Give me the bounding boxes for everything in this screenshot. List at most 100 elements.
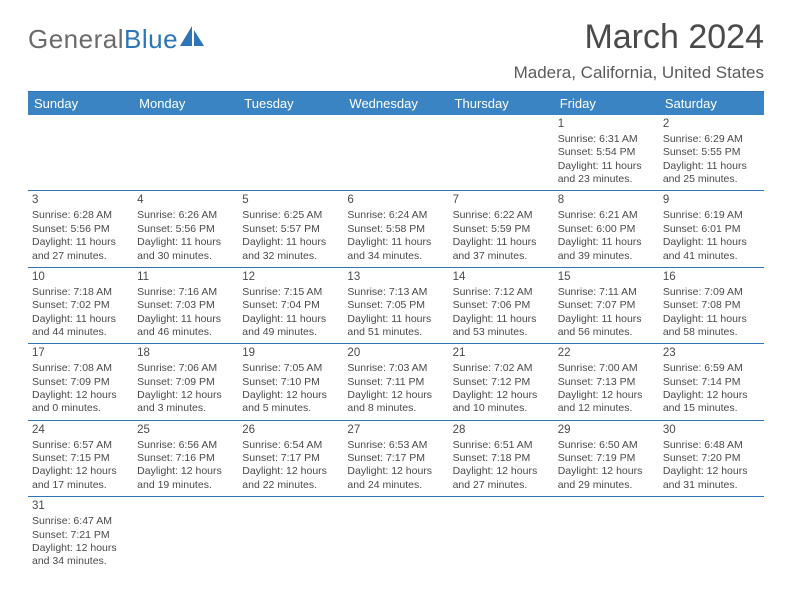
daylight-text: Daylight: 11 hours and 53 minutes. [453, 313, 550, 340]
sunset-text: Sunset: 5:56 PM [32, 223, 129, 236]
weekday-header: Friday [554, 92, 659, 115]
day-number: 16 [663, 270, 760, 285]
daylight-text: Daylight: 12 hours and 29 minutes. [558, 465, 655, 492]
day-number: 19 [242, 346, 339, 361]
daylight-text: Daylight: 11 hours and 49 minutes. [242, 313, 339, 340]
calendar-cell: 24Sunrise: 6:57 AMSunset: 7:15 PMDayligh… [28, 420, 133, 496]
sunset-text: Sunset: 5:57 PM [242, 223, 339, 236]
daylight-text: Daylight: 12 hours and 10 minutes. [453, 389, 550, 416]
daylight-text: Daylight: 11 hours and 58 minutes. [663, 313, 760, 340]
daylight-text: Daylight: 11 hours and 23 minutes. [558, 160, 655, 187]
sunset-text: Sunset: 7:10 PM [242, 376, 339, 389]
sunrise-text: Sunrise: 6:47 AM [32, 515, 129, 528]
calendar-cell: 21Sunrise: 7:02 AMSunset: 7:12 PMDayligh… [449, 344, 554, 420]
sunrise-text: Sunrise: 6:50 AM [558, 439, 655, 452]
daylight-text: Daylight: 12 hours and 5 minutes. [242, 389, 339, 416]
sunset-text: Sunset: 5:55 PM [663, 146, 760, 159]
calendar-cell [238, 115, 343, 191]
calendar-cell: 3Sunrise: 6:28 AMSunset: 5:56 PMDaylight… [28, 191, 133, 267]
calendar-cell: 26Sunrise: 6:54 AMSunset: 7:17 PMDayligh… [238, 420, 343, 496]
day-number: 23 [663, 346, 760, 361]
day-number: 22 [558, 346, 655, 361]
day-number: 25 [137, 423, 234, 438]
daylight-text: Daylight: 11 hours and 27 minutes. [32, 236, 129, 263]
calendar-cell: 6Sunrise: 6:24 AMSunset: 5:58 PMDaylight… [343, 191, 448, 267]
calendar-cell: 2Sunrise: 6:29 AMSunset: 5:55 PMDaylight… [659, 115, 764, 191]
day-number: 7 [453, 193, 550, 208]
calendar-cell: 11Sunrise: 7:16 AMSunset: 7:03 PMDayligh… [133, 267, 238, 343]
sunrise-text: Sunrise: 7:12 AM [453, 286, 550, 299]
calendar-cell: 30Sunrise: 6:48 AMSunset: 7:20 PMDayligh… [659, 420, 764, 496]
calendar-cell: 1Sunrise: 6:31 AMSunset: 5:54 PMDaylight… [554, 115, 659, 191]
day-number: 30 [663, 423, 760, 438]
day-number: 31 [32, 499, 129, 514]
weekday-header: Saturday [659, 92, 764, 115]
calendar-cell [28, 115, 133, 191]
daylight-text: Daylight: 12 hours and 12 minutes. [558, 389, 655, 416]
sunset-text: Sunset: 7:11 PM [347, 376, 444, 389]
daylight-text: Daylight: 12 hours and 22 minutes. [242, 465, 339, 492]
sunset-text: Sunset: 7:18 PM [453, 452, 550, 465]
sunset-text: Sunset: 7:15 PM [32, 452, 129, 465]
sunrise-text: Sunrise: 6:28 AM [32, 209, 129, 222]
sunset-text: Sunset: 7:13 PM [558, 376, 655, 389]
sunrise-text: Sunrise: 6:59 AM [663, 362, 760, 375]
weekday-header: Monday [133, 92, 238, 115]
sunset-text: Sunset: 7:09 PM [32, 376, 129, 389]
daylight-text: Daylight: 11 hours and 25 minutes. [663, 160, 760, 187]
daylight-text: Daylight: 11 hours and 46 minutes. [137, 313, 234, 340]
sunrise-text: Sunrise: 6:51 AM [453, 439, 550, 452]
calendar-cell [659, 497, 764, 573]
sunrise-text: Sunrise: 7:13 AM [347, 286, 444, 299]
sunset-text: Sunset: 7:12 PM [453, 376, 550, 389]
sunrise-text: Sunrise: 7:15 AM [242, 286, 339, 299]
sunrise-text: Sunrise: 6:25 AM [242, 209, 339, 222]
brand-blue: Blue [124, 24, 178, 54]
day-number: 20 [347, 346, 444, 361]
sail-icon [180, 26, 206, 53]
calendar-cell: 13Sunrise: 7:13 AMSunset: 7:05 PMDayligh… [343, 267, 448, 343]
daylight-text: Daylight: 11 hours and 37 minutes. [453, 236, 550, 263]
sunrise-text: Sunrise: 7:11 AM [558, 286, 655, 299]
daylight-text: Daylight: 12 hours and 27 minutes. [453, 465, 550, 492]
sunrise-text: Sunrise: 7:02 AM [453, 362, 550, 375]
sunset-text: Sunset: 7:02 PM [32, 299, 129, 312]
daylight-text: Daylight: 12 hours and 19 minutes. [137, 465, 234, 492]
day-number: 26 [242, 423, 339, 438]
calendar-cell: 10Sunrise: 7:18 AMSunset: 7:02 PMDayligh… [28, 267, 133, 343]
calendar-cell: 15Sunrise: 7:11 AMSunset: 7:07 PMDayligh… [554, 267, 659, 343]
sunrise-text: Sunrise: 6:19 AM [663, 209, 760, 222]
sunset-text: Sunset: 5:58 PM [347, 223, 444, 236]
sunrise-text: Sunrise: 7:06 AM [137, 362, 234, 375]
day-number: 10 [32, 270, 129, 285]
calendar-cell [449, 497, 554, 573]
daylight-text: Daylight: 11 hours and 34 minutes. [347, 236, 444, 263]
sunrise-text: Sunrise: 6:48 AM [663, 439, 760, 452]
sunset-text: Sunset: 7:05 PM [347, 299, 444, 312]
sunrise-text: Sunrise: 7:03 AM [347, 362, 444, 375]
calendar-week: 3Sunrise: 6:28 AMSunset: 5:56 PMDaylight… [28, 191, 764, 267]
header: GeneralBlue March 2024 Madera, Californi… [28, 18, 764, 83]
sunset-text: Sunset: 7:17 PM [242, 452, 339, 465]
sunrise-text: Sunrise: 6:21 AM [558, 209, 655, 222]
weekday-header: Thursday [449, 92, 554, 115]
calendar-header: SundayMondayTuesdayWednesdayThursdayFrid… [28, 92, 764, 115]
day-number: 21 [453, 346, 550, 361]
daylight-text: Daylight: 12 hours and 3 minutes. [137, 389, 234, 416]
day-number: 4 [137, 193, 234, 208]
calendar-cell [554, 497, 659, 573]
weekday-header: Tuesday [238, 92, 343, 115]
day-number: 9 [663, 193, 760, 208]
calendar-cell: 16Sunrise: 7:09 AMSunset: 7:08 PMDayligh… [659, 267, 764, 343]
sunset-text: Sunset: 6:01 PM [663, 223, 760, 236]
calendar-page: GeneralBlue March 2024 Madera, Californi… [0, 0, 792, 573]
calendar-week: 31Sunrise: 6:47 AMSunset: 7:21 PMDayligh… [28, 497, 764, 573]
sunrise-text: Sunrise: 6:22 AM [453, 209, 550, 222]
month-title: March 2024 [514, 18, 764, 57]
sunset-text: Sunset: 5:56 PM [137, 223, 234, 236]
calendar-cell: 27Sunrise: 6:53 AMSunset: 7:17 PMDayligh… [343, 420, 448, 496]
sunrise-text: Sunrise: 6:57 AM [32, 439, 129, 452]
calendar-cell [133, 497, 238, 573]
calendar-cell: 4Sunrise: 6:26 AMSunset: 5:56 PMDaylight… [133, 191, 238, 267]
day-number: 5 [242, 193, 339, 208]
